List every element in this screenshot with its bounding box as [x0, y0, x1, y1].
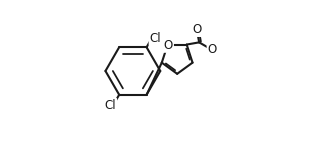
Text: Cl: Cl: [105, 99, 116, 112]
Text: O: O: [193, 23, 202, 36]
Text: O: O: [164, 39, 173, 52]
Text: O: O: [208, 43, 217, 56]
Text: Cl: Cl: [149, 32, 161, 45]
